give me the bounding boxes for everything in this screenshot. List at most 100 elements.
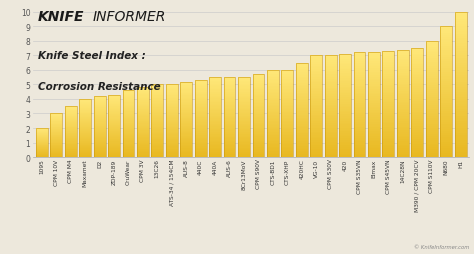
Bar (411, 51, 423, 53)
Bar (282, 118, 293, 120)
Bar (36, 155, 48, 156)
Bar (224, 104, 236, 106)
Bar (368, 109, 380, 110)
Bar (397, 125, 409, 127)
Bar (440, 68, 452, 71)
Bar (339, 118, 351, 120)
Bar (325, 88, 337, 90)
Bar (397, 136, 409, 138)
Bar (180, 97, 192, 99)
Bar (50, 149, 62, 150)
Bar (267, 87, 279, 88)
Bar (123, 149, 135, 150)
Bar (166, 156, 178, 157)
Bar (455, 39, 466, 42)
Bar (296, 92, 308, 93)
Bar (108, 138, 120, 139)
Bar (79, 110, 91, 111)
Bar (325, 61, 337, 63)
Bar (108, 120, 120, 121)
Bar (123, 102, 135, 103)
Bar (253, 107, 264, 108)
Bar (50, 151, 62, 152)
Bar (209, 151, 221, 152)
Bar (267, 98, 279, 100)
Bar (238, 100, 250, 102)
Text: INFORMER: INFORMER (92, 10, 166, 24)
Bar (455, 138, 466, 140)
Bar (267, 73, 279, 75)
Bar (339, 147, 351, 149)
Bar (426, 84, 438, 86)
Bar (282, 87, 293, 88)
Bar (123, 124, 135, 125)
Bar (282, 85, 293, 87)
Bar (310, 58, 322, 59)
Bar (180, 152, 192, 154)
Bar (65, 130, 77, 131)
Bar (123, 151, 135, 152)
Bar (195, 149, 207, 150)
Bar (180, 120, 192, 121)
Bar (36, 151, 48, 152)
Bar (195, 138, 207, 140)
Bar (426, 61, 438, 63)
Bar (238, 120, 250, 122)
Bar (310, 134, 322, 136)
Bar (368, 55, 380, 57)
Bar (426, 53, 438, 55)
Bar (195, 144, 207, 145)
Bar (411, 58, 423, 60)
Bar (440, 92, 452, 94)
Bar (195, 99, 207, 100)
Bar (411, 112, 423, 114)
Bar (440, 64, 452, 66)
Bar (455, 148, 466, 150)
Bar (50, 144, 62, 145)
Bar (180, 139, 192, 140)
Bar (296, 100, 308, 101)
Bar (282, 116, 293, 117)
Bar (455, 143, 466, 145)
Bar (368, 60, 380, 62)
Bar (411, 141, 423, 143)
Bar (151, 112, 163, 113)
Bar (224, 146, 236, 147)
Bar (137, 98, 149, 100)
Bar (296, 107, 308, 109)
Bar (296, 121, 308, 123)
Bar (282, 91, 293, 92)
Bar (94, 154, 106, 155)
Bar (253, 75, 264, 157)
Bar (325, 93, 337, 95)
Bar (325, 110, 337, 112)
Bar (137, 109, 149, 110)
Bar (180, 86, 192, 87)
Bar (267, 114, 279, 116)
Bar (397, 131, 409, 133)
Bar (296, 123, 308, 124)
Bar (339, 149, 351, 151)
Bar (209, 94, 221, 95)
Bar (108, 112, 120, 113)
Bar (151, 142, 163, 143)
Bar (440, 27, 452, 157)
Bar (310, 61, 322, 63)
Bar (36, 131, 48, 132)
Bar (224, 156, 236, 157)
Bar (50, 135, 62, 136)
Bar (267, 75, 279, 76)
Bar (50, 115, 62, 116)
Bar (282, 101, 293, 102)
Bar (339, 101, 351, 103)
Bar (339, 94, 351, 96)
Bar (411, 101, 423, 103)
Bar (440, 121, 452, 123)
Bar (325, 97, 337, 98)
Bar (94, 103, 106, 104)
Bar (282, 133, 293, 134)
Bar (354, 71, 365, 72)
Bar (195, 108, 207, 109)
Bar (339, 104, 351, 106)
Bar (455, 42, 466, 44)
